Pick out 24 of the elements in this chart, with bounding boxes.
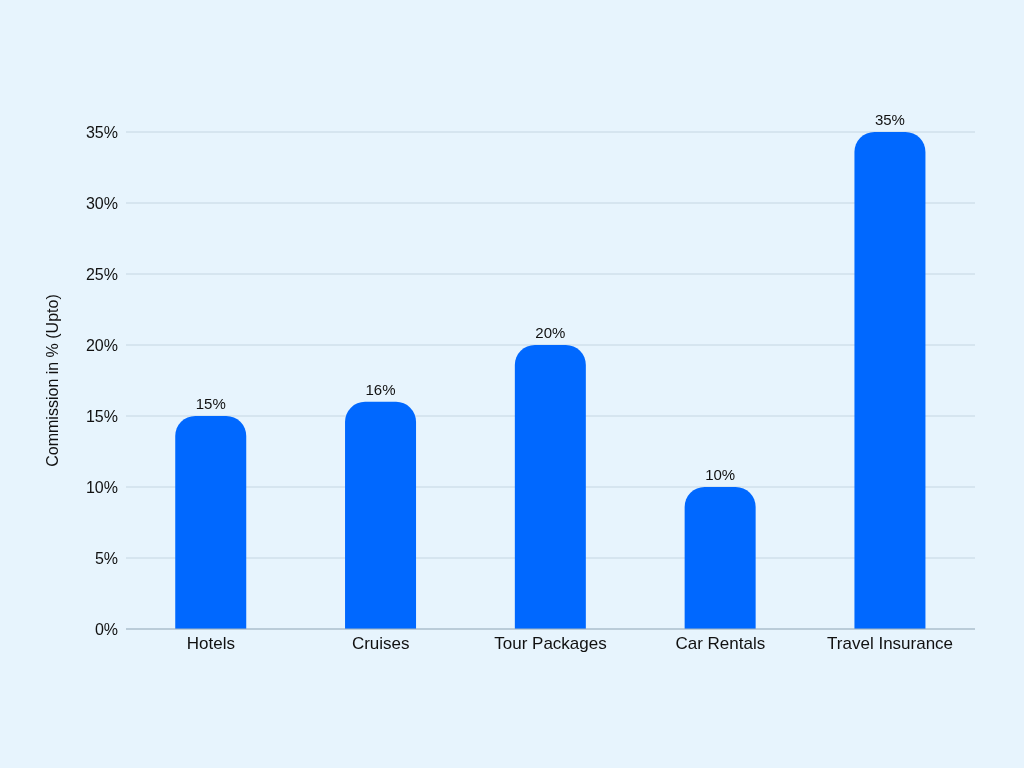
x-tick-label: Hotels [186, 634, 235, 654]
bar [684, 487, 756, 629]
y-tick-label: 20% [85, 336, 118, 354]
y-tick-label: 10% [85, 478, 118, 496]
y-tick-label: 15% [85, 407, 118, 425]
y-tick-label: 5% [94, 549, 118, 567]
y-tick-label: 0% [94, 620, 118, 638]
data-label: 20% [535, 324, 566, 341]
data-label: 16% [365, 380, 396, 398]
x-tick-label: Travel Insurance [827, 634, 954, 654]
bar [854, 132, 926, 629]
data-label: 15% [195, 395, 226, 412]
y-tick-label: 30% [85, 194, 118, 212]
bar [175, 416, 247, 629]
data-label: 35% [874, 111, 905, 128]
y-axis-title: Commission in % (Upto) [43, 294, 61, 467]
x-tick-label: Cruises [351, 634, 410, 654]
data-label: 10% [705, 466, 736, 483]
y-tick-label: 35% [85, 123, 118, 141]
x-tick-label: Car Rentals [675, 634, 766, 654]
y-tick-label: 25% [85, 265, 118, 283]
x-tick-label: Tour Packages [494, 634, 607, 654]
bar [514, 345, 586, 629]
bar [345, 401, 417, 629]
